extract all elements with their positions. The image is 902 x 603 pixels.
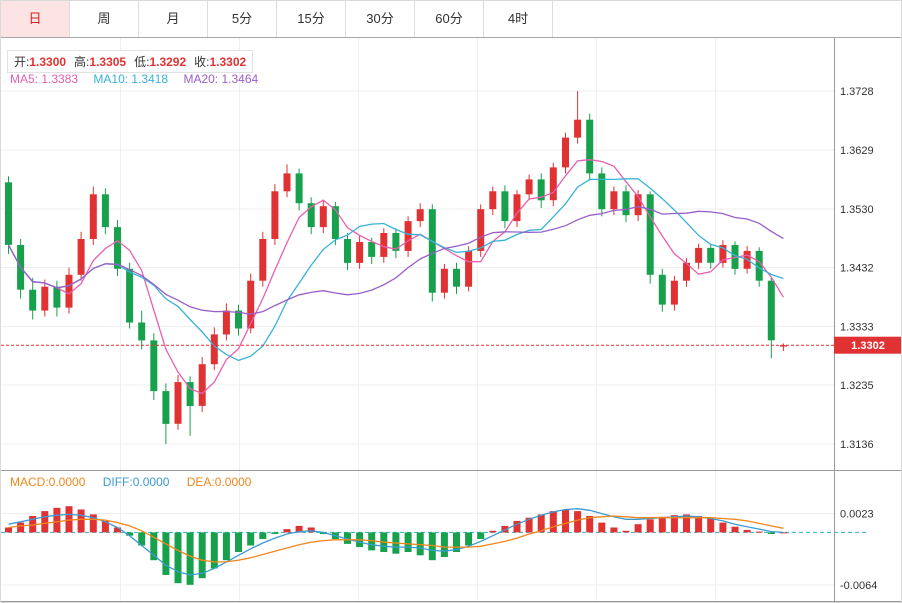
chart-region: 1.3728 1.3629 1.3530 1.3432 1.3333 1.3235 1.31… (1, 38, 902, 602)
open-label: 开: (14, 55, 30, 69)
macd-gridlines (1, 471, 834, 601)
macd-value-info: MACD:0.0000 (10, 475, 86, 489)
candles-layer (5, 91, 787, 445)
timeframe-tab-7[interactable]: 60分 (415, 1, 484, 37)
current-price-tag: 1.3302 (834, 336, 901, 354)
macd-axis-label: 0.0023 (840, 509, 874, 521)
macd-info-box: MACD:0.0000 DIFF:0.0000 DEA:0.0000 (10, 475, 265, 489)
price-axis-label: 1.3333 (840, 322, 874, 334)
timeframe-tab-8[interactable]: 4时 (484, 1, 553, 37)
dea-value-info: DEA:0.0000 (186, 475, 252, 489)
price-axis-label: 1.3432 (840, 263, 874, 275)
timeframe-tabbar: 日周月 5分 15分 30分 60分 4时 (1, 1, 901, 38)
ma10-line (7, 178, 784, 362)
timeframe-tab-6[interactable]: 30分 (346, 1, 415, 37)
macd-chart-plot[interactable]: 0.0023 -0.0064 (1, 471, 902, 602)
timeframe-tab-5[interactable]: 15分 (277, 1, 346, 37)
price-chart-plot[interactable]: 1.3728 1.3629 1.3530 1.3432 1.3333 1.3235 1.31… (1, 38, 902, 471)
macd-axis-label: -0.0064 (840, 580, 877, 592)
ma20-line (7, 205, 784, 315)
price-axis-label: 1.3136 (840, 439, 874, 451)
price-axis-label: 1.3235 (840, 380, 874, 392)
timeframe-tab-1[interactable]: 日 (1, 1, 70, 37)
price-axis-label: 1.3728 (840, 86, 874, 98)
open-value: 1.3300 (29, 55, 67, 69)
price-axis (1, 38, 901, 471)
low-value: 1.3292 (149, 55, 187, 69)
timeframe-tab-3[interactable]: 月 (139, 1, 208, 37)
ma20-info: MA20: 1.3464 (183, 72, 259, 86)
price-axis-label: 1.3530 (840, 204, 874, 216)
diff-value-info: DIFF:0.0000 (102, 475, 170, 489)
close-label: 收: (194, 55, 210, 69)
ma-info-box: MA5: 1.3383 MA10: 1.3418 MA20: 1.3464 (10, 72, 270, 86)
ma10-info: MA10: 1.3418 (93, 72, 169, 86)
ohlc-info-box: 开:1.3300 高:1.3305 低:1.3292 收:1.3302 (7, 50, 254, 73)
low-label: 低: (134, 55, 150, 69)
macd-axis (1, 471, 901, 602)
dea-line (8, 515, 784, 563)
timeframe-tab-4[interactable]: 5分 (208, 1, 277, 37)
svg-text:1.3302: 1.3302 (851, 340, 885, 352)
close-value: 1.3302 (209, 55, 247, 69)
ma5-info: MA5: 1.3383 (10, 72, 79, 86)
high-label: 高: (74, 55, 90, 69)
price-axis-label: 1.3629 (840, 145, 874, 157)
ma5-line (7, 159, 784, 395)
high-value: 1.3305 (89, 55, 127, 69)
timeframe-tab-2[interactable]: 周 (70, 1, 139, 37)
